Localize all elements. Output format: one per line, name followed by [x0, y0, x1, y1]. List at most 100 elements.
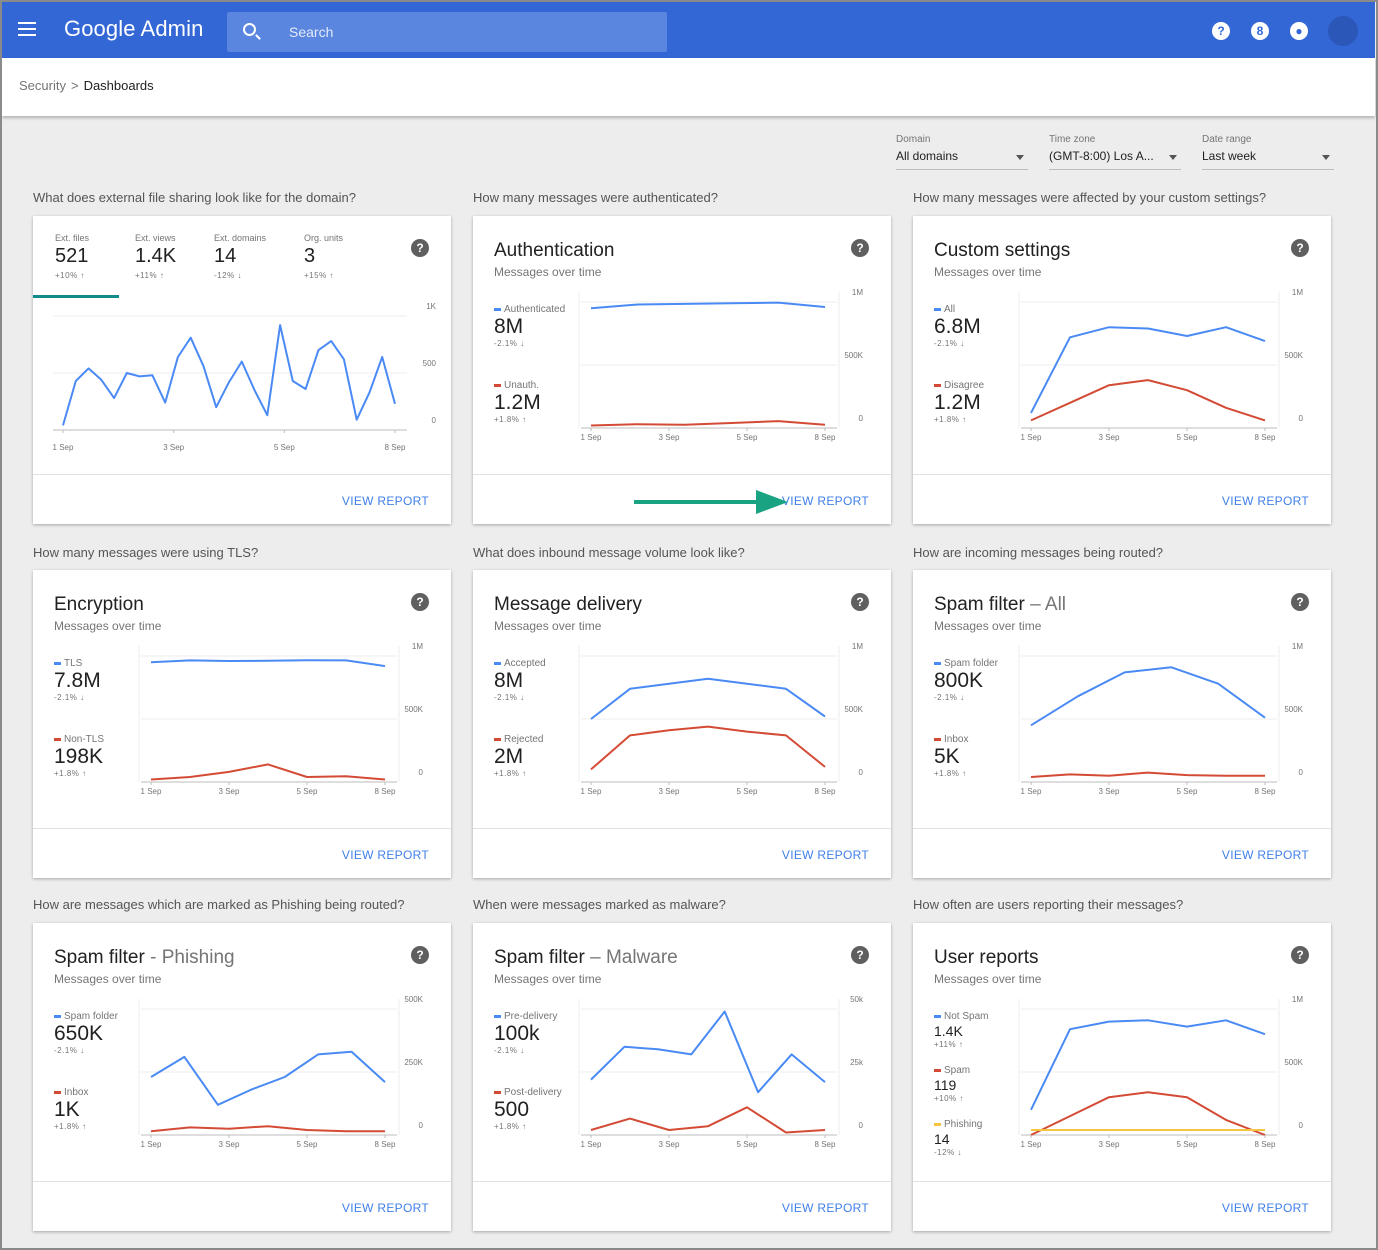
tab-ext-files[interactable]: Ext. files 521 +10% ↑ — [33, 216, 119, 298]
metric-label: Spam — [944, 1065, 971, 1076]
y-tick-label: 1M — [1291, 288, 1303, 297]
line-chart: 1 Sep 3 Sep 5 Sep 8 Sep — [1018, 646, 1280, 796]
card-title-main: Custom settings — [934, 240, 1071, 261]
help-circle-icon[interactable]: ? — [851, 239, 869, 257]
card-divider — [473, 474, 891, 475]
metric-change: -2.1% ↓ — [494, 339, 525, 348]
y-tick-label: 500K — [404, 705, 423, 714]
help-circle-icon[interactable]: ? — [851, 946, 869, 964]
line-chart: 1 Sep 3 Sep 5 Sep 8 Sep — [578, 999, 840, 1149]
domain-filter[interactable]: Domain All domains — [896, 134, 1028, 170]
card-title-main: Authentication — [494, 240, 615, 261]
view-report-link[interactable]: VIEW REPORT — [341, 848, 429, 862]
search-bar[interactable] — [227, 12, 667, 52]
apps-icon[interactable]: 8 — [1251, 22, 1269, 40]
search-input[interactable] — [287, 22, 647, 42]
metric-unauth: Unauth. 1.2M +1.8% ↑ — [494, 380, 541, 424]
metric-label: Post-delivery — [504, 1087, 562, 1098]
notifications-bell-icon[interactable]: ● — [1290, 22, 1308, 40]
top-bar: Google Admin ? 8 ● — [2, 2, 1375, 58]
breadcrumb-parent[interactable]: Security — [19, 78, 66, 93]
view-report-link[interactable]: VIEW REPORT — [781, 1201, 869, 1215]
view-report-link[interactable]: VIEW REPORT — [1221, 1201, 1309, 1215]
spam-filter-all-card: ? VIEW REPORT Spam filter – All Messages ov… — [913, 570, 1331, 878]
card-subtitle: Messages over time — [934, 265, 1042, 279]
tab-org-units[interactable]: Org. units 3 +15% ↑ — [304, 216, 354, 298]
metric-change: +1.8% ↑ — [934, 769, 967, 778]
line-chart: 1 Sep 3 Sep 5 Sep 8 Sep — [1018, 999, 1280, 1149]
y-tick-label: 500K — [844, 705, 863, 714]
message-delivery-card: ? VIEW REPORT Message delivery Messages ove… — [473, 570, 891, 878]
legend-swatch — [494, 661, 501, 665]
date-range-filter[interactable]: Date range Last week — [1202, 134, 1334, 170]
app-logo[interactable]: Google Admin — [64, 16, 204, 41]
metric-value: 100k — [494, 1022, 540, 1045]
help-circle-icon[interactable]: ? — [1291, 239, 1309, 257]
metric-authenticated: Authenticated 8M -2.1% ↓ — [494, 304, 565, 348]
tab-label: Ext. files — [55, 233, 90, 243]
view-report-link[interactable]: VIEW REPORT — [341, 494, 429, 508]
tab-change: -12% ↓ — [214, 271, 242, 280]
help-circle-icon[interactable]: ? — [411, 593, 429, 611]
x-tick-label: 8 Sep — [375, 787, 396, 796]
metric-label: All — [944, 304, 956, 315]
help-circle-icon[interactable]: ? — [1291, 946, 1309, 964]
view-report-link[interactable]: VIEW REPORT — [781, 848, 869, 862]
card-title-main: Message delivery — [494, 594, 642, 615]
tab-value: 14 — [214, 245, 237, 267]
card-subtitle: Messages over time — [494, 619, 602, 633]
time-zone-filter[interactable]: Time zone (GMT-8:00) Los A... — [1049, 134, 1181, 170]
help-icon[interactable]: ? — [1212, 22, 1230, 40]
view-report-link[interactable]: VIEW REPORT — [1221, 494, 1309, 508]
help-circle-icon[interactable]: ? — [851, 593, 869, 611]
legend-swatch — [494, 1090, 501, 1094]
card-title: Spam filter – Malware — [494, 947, 678, 969]
view-report-link[interactable]: VIEW REPORT — [781, 494, 869, 508]
help-circle-icon[interactable]: ? — [411, 946, 429, 964]
x-tick-label: 1 Sep — [1021, 1140, 1042, 1149]
x-tick-label: 5 Sep — [737, 1140, 758, 1149]
authentication-question: How many messages were authenticated? — [473, 190, 718, 205]
tab-label: Ext. domains — [214, 233, 267, 243]
tab-label: Ext. views — [135, 233, 176, 243]
card-title-main: Encryption — [54, 594, 144, 615]
series-line-pre-delivery — [590, 1010, 826, 1094]
help-circle-icon[interactable]: ? — [411, 239, 429, 257]
card-title: Encryption — [54, 594, 144, 616]
x-tick-label: 3 Sep — [659, 787, 680, 796]
y-tick-label: 500K — [404, 995, 423, 1004]
x-tick-label: 3 Sep — [1099, 1140, 1120, 1149]
x-tick-label: 8 Sep — [385, 443, 406, 452]
x-tick-label: 8 Sep — [815, 787, 836, 796]
help-circle-icon[interactable]: ? — [1291, 593, 1309, 611]
card-title-sub: – Malware — [590, 947, 678, 968]
view-report-link[interactable]: VIEW REPORT — [341, 1201, 429, 1215]
tab-ext-domains[interactable]: Ext. domains 14 -12% ↓ — [214, 216, 284, 298]
card-divider — [33, 828, 451, 829]
card-divider — [913, 828, 1331, 829]
card-title: User reports — [934, 947, 1039, 969]
y-tick-label: 500K — [1284, 351, 1303, 360]
account-avatar[interactable] — [1328, 16, 1358, 46]
tab-ext-views[interactable]: Ext. views 1.4K +11% ↑ — [135, 216, 195, 298]
green-arrow-icon — [634, 490, 788, 514]
metric-accepted: Accepted 8M -2.1% ↓ — [494, 658, 546, 702]
card-title-main: Spam filter — [54, 947, 145, 968]
metric-value: 500 — [494, 1098, 530, 1121]
metric-label: Spam folder — [944, 658, 998, 669]
x-tick-label: 1 Sep — [53, 443, 74, 452]
filter-value: (GMT-8:00) Los A... — [1049, 149, 1154, 163]
hamburger-menu-icon[interactable] — [18, 22, 36, 36]
y-tick-label: 1M — [851, 288, 863, 297]
metric-pre-delivery: Pre-delivery 100k -2.1% ↓ — [494, 1011, 557, 1055]
y-tick-label: 0 — [418, 768, 423, 777]
breadcrumb: Security > Dashboards — [19, 78, 154, 93]
series-line-unauth — [590, 420, 826, 427]
series-line-not-spam — [1030, 1019, 1266, 1111]
spam-filter-malware-question: When were messages marked as malware? — [473, 897, 726, 912]
filter-label: Domain — [896, 134, 931, 145]
x-tick-label: 5 Sep — [737, 433, 758, 442]
view-report-link[interactable]: VIEW REPORT — [1221, 848, 1309, 862]
x-tick-label: 8 Sep — [375, 1140, 396, 1149]
x-tick-label: 5 Sep — [1177, 787, 1198, 796]
